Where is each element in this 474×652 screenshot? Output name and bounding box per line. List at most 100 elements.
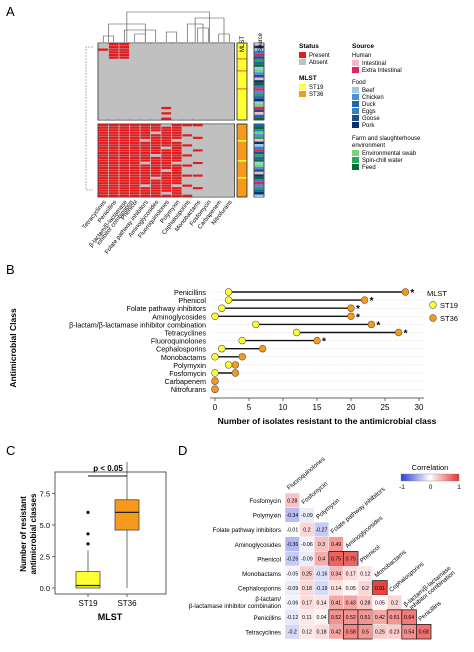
correlation-value: 0.34	[331, 571, 341, 577]
heatmap-cell	[98, 141, 109, 144]
source-annotation-cell	[254, 171, 264, 175]
heatmap-cell	[192, 45, 203, 49]
heatmap-cell	[203, 117, 214, 120]
heatmap-cell	[119, 169, 130, 172]
category-label: Penicillins	[174, 288, 206, 297]
heatmap-cell	[192, 151, 203, 155]
source-annotation-cell	[254, 141, 264, 145]
heatmap-cell	[213, 53, 224, 57]
heatmap-cell	[224, 187, 235, 190]
mlst-annotation-cell	[237, 88, 247, 90]
heatmap-cell	[192, 64, 203, 67]
heatmap-cell	[192, 106, 203, 110]
heatmap-cell	[161, 154, 172, 157]
heatmap-cell	[213, 64, 224, 67]
heatmap-cell	[213, 43, 224, 46]
heatmap-cell	[140, 159, 151, 162]
correlation-value: 0.12	[302, 630, 312, 636]
legend-status-title: Status	[299, 43, 319, 50]
legend-chicken-label: Chicken	[362, 95, 384, 101]
heatmap-cell	[129, 134, 140, 137]
heatmap-cell	[192, 169, 203, 172]
heatmap-cell	[171, 93, 182, 96]
column-label: Phenicol	[359, 544, 382, 565]
legend-chicken-swatch	[352, 94, 359, 100]
heatmap-cell	[213, 141, 224, 144]
heatmap-cell	[161, 88, 172, 91]
heatmap-cell	[108, 146, 119, 149]
source-annotation-cell	[254, 189, 264, 192]
heatmap-cell	[161, 179, 172, 182]
heatmap-cell	[171, 187, 182, 190]
heatmap-cell	[98, 85, 109, 88]
heatmap-cell	[150, 182, 161, 185]
heatmap-cell	[182, 179, 193, 182]
heatmap-cell	[161, 174, 172, 177]
heatmap-cell	[140, 154, 151, 157]
point-st19	[211, 353, 219, 361]
x-tick-label: 20	[347, 403, 356, 412]
heatmap-cell	[224, 104, 235, 107]
heatmap-cell	[119, 85, 130, 88]
heatmap-cell	[203, 139, 214, 142]
heatmap-cell	[129, 93, 140, 96]
legend-duck-swatch	[352, 101, 359, 107]
heatmap-cell	[108, 187, 119, 190]
heatmap-cell	[150, 90, 161, 94]
heatmap-cell	[119, 88, 130, 91]
y-axis-title: Antimicrobial Class	[8, 308, 18, 388]
heatmap-cell	[171, 144, 182, 147]
heatmap-cell	[150, 114, 161, 118]
heatmap-cell	[98, 177, 109, 180]
heatmap-cell	[192, 131, 203, 134]
heatmap-cell	[98, 174, 109, 177]
heatmap-cell	[203, 169, 214, 172]
heatmap-cell	[182, 93, 193, 96]
heatmap-cell	[224, 75, 235, 78]
heatmap-cell	[192, 126, 203, 129]
legend-spin-chill-swatch	[352, 157, 359, 163]
heatmap-cell	[129, 88, 140, 91]
heatmap-cell	[203, 61, 214, 65]
heatmap-cell	[203, 83, 214, 86]
correlation-value: 0.25	[375, 630, 385, 636]
heatmap-cell	[150, 161, 161, 165]
correlation-value: 0.58	[346, 630, 356, 636]
heatmap-cell	[182, 134, 193, 137]
mlst-annotation-bar	[236, 42, 248, 121]
heatmap-cell	[108, 194, 119, 197]
heatmap-cell	[192, 109, 203, 112]
heatmap-cell	[192, 164, 203, 167]
heatmap-cell	[108, 90, 119, 94]
heatmap-cell	[150, 139, 161, 142]
legend-st36-marker	[429, 314, 437, 322]
heatmap-cell	[119, 131, 130, 134]
heatmap-cell	[108, 69, 119, 73]
heatmap-cell	[108, 45, 119, 49]
significance-star: *	[322, 337, 326, 348]
heatmap-cell	[150, 51, 161, 54]
heatmap-cell	[161, 61, 172, 65]
heatmap-cell	[98, 104, 109, 107]
source-annotation-cell	[254, 50, 264, 54]
heatmap-cell	[224, 192, 235, 195]
heatmap-cell	[140, 59, 151, 62]
source-annotation-cell	[254, 149, 264, 152]
heatmap-cell	[129, 96, 140, 99]
source-annotation-cell	[254, 98, 264, 102]
heatmap-cell	[192, 43, 203, 46]
heatmap-cell	[150, 77, 161, 80]
legend-goose-label: Goose	[362, 116, 380, 122]
heatmap-cell	[150, 59, 161, 62]
heatmap-cell	[203, 59, 214, 62]
heatmap-cell	[108, 149, 119, 152]
heatmap-cell	[161, 117, 172, 120]
mlst-annotation-cell	[237, 58, 247, 60]
column-label: Fosfomycin	[300, 480, 329, 506]
heatmap-cell	[213, 154, 224, 157]
heatmap-cell	[192, 88, 203, 91]
correlation-value: 0.64	[404, 615, 414, 621]
heatmap-cell	[224, 164, 235, 167]
heatmap-cell	[171, 184, 182, 187]
heatmap-cell	[224, 172, 235, 175]
